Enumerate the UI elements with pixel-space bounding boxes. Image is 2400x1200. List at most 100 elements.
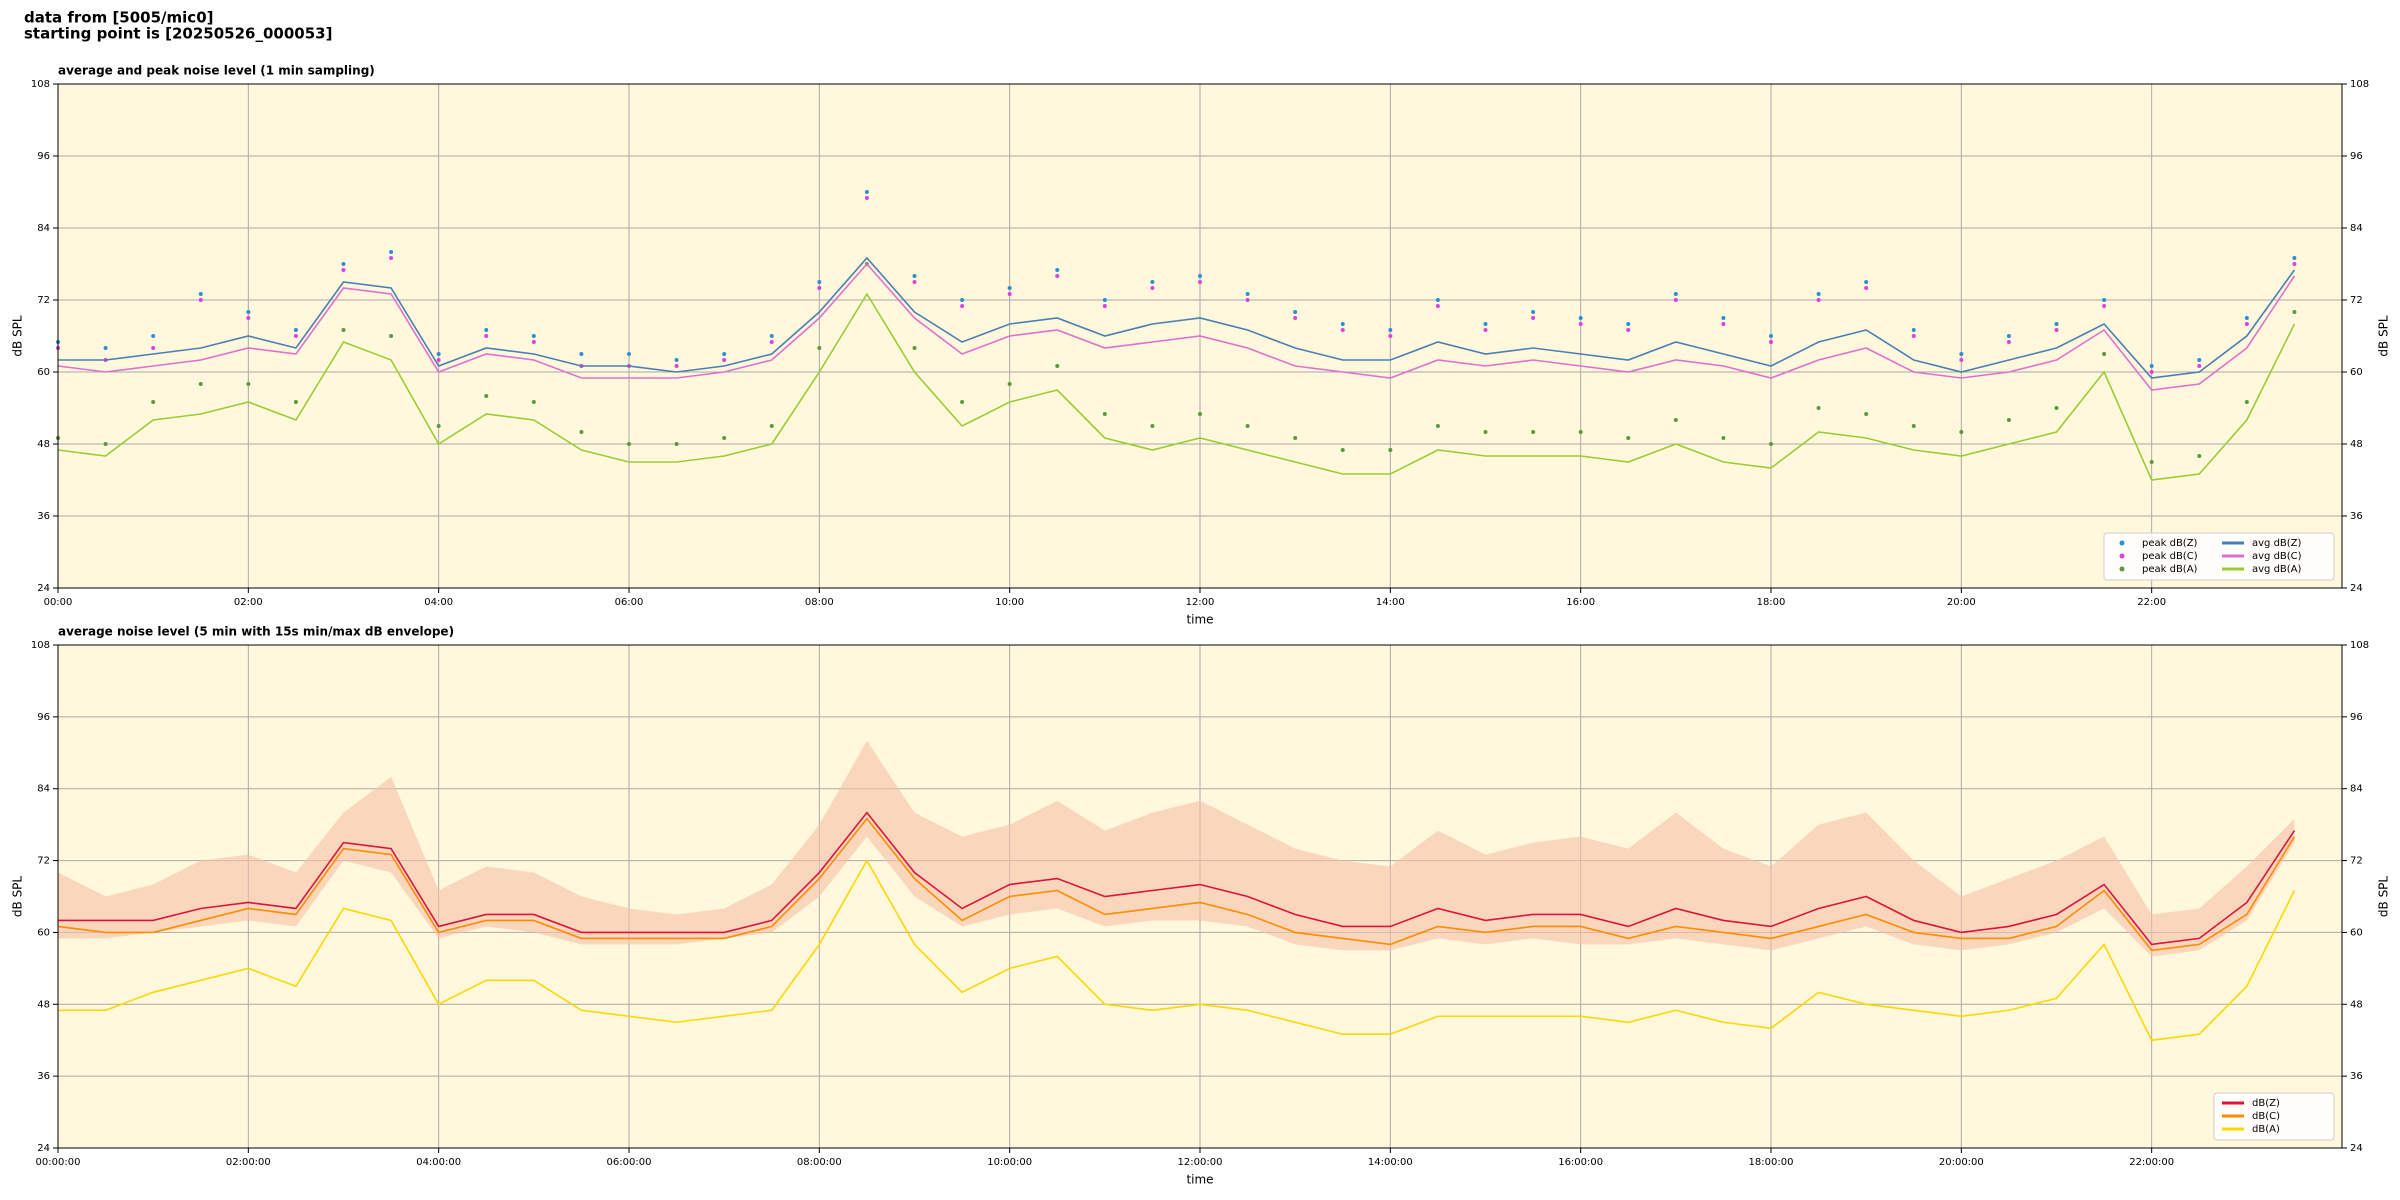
peak-point bbox=[436, 352, 441, 356]
peak-point bbox=[246, 382, 251, 386]
peak-point bbox=[1673, 298, 1678, 302]
peak-point bbox=[1102, 412, 1107, 416]
y-tick-label: 60 bbox=[37, 367, 50, 378]
x-tick-label: 12:00 bbox=[1186, 597, 1215, 608]
peak-point bbox=[1055, 274, 1060, 278]
peak-point bbox=[1864, 286, 1869, 290]
peak-point bbox=[1007, 286, 1012, 290]
peak-point bbox=[1388, 448, 1393, 452]
series-line bbox=[58, 858, 2296, 1042]
peak-point bbox=[341, 328, 346, 332]
peak-point bbox=[2102, 304, 2107, 308]
peak-point bbox=[531, 400, 536, 404]
y-tick-label: 84 bbox=[37, 223, 50, 234]
peak-point bbox=[769, 424, 774, 428]
peak-point bbox=[722, 358, 727, 362]
peak-point bbox=[1340, 328, 1345, 332]
y-tick-label: 72 bbox=[2350, 856, 2363, 867]
peak-point bbox=[1388, 328, 1393, 332]
peak-point bbox=[246, 310, 251, 314]
y-tick-label: 36 bbox=[37, 1071, 50, 1082]
peak-point bbox=[1198, 274, 1202, 278]
legend-marker bbox=[2119, 553, 2125, 559]
peak-point bbox=[1816, 298, 1821, 302]
peak-point bbox=[2006, 418, 2011, 422]
y-tick-label: 60 bbox=[2350, 927, 2363, 938]
x-tick-label: 14:00:00 bbox=[1368, 1157, 1413, 1168]
peak-point bbox=[960, 298, 965, 302]
peak-point bbox=[1435, 298, 1440, 302]
legend-marker bbox=[2119, 566, 2125, 572]
peak-point bbox=[2149, 370, 2154, 374]
x-tick-label: 02:00 bbox=[234, 597, 263, 608]
legend-label: avg dB(Z) bbox=[2252, 538, 2302, 549]
peak-point bbox=[2197, 358, 2202, 362]
legend-box bbox=[2103, 532, 2335, 581]
peak-point bbox=[1578, 316, 1583, 320]
legend-marker bbox=[2119, 540, 2125, 546]
peak-point bbox=[674, 442, 679, 446]
y-tick-label: 48 bbox=[37, 439, 50, 450]
peak-point bbox=[2292, 256, 2297, 260]
peak-point bbox=[484, 334, 489, 338]
plot-frame bbox=[57, 83, 2343, 589]
series-line bbox=[57, 292, 2296, 481]
peak-point bbox=[1531, 316, 1536, 320]
peak-point bbox=[1435, 304, 1440, 308]
x-tick-label: 14:00 bbox=[1376, 597, 1405, 608]
peak-point bbox=[1055, 268, 1060, 272]
x-tick-label: 08:00 bbox=[805, 597, 834, 608]
peak-point bbox=[2006, 334, 2011, 338]
peak-point bbox=[1959, 358, 1964, 362]
series-line bbox=[58, 811, 2296, 946]
peak-point bbox=[2244, 322, 2249, 326]
y-tick-label: 60 bbox=[2350, 367, 2363, 378]
peak-point bbox=[1721, 316, 1726, 320]
peak-point bbox=[1483, 430, 1488, 434]
y-tick-label: 84 bbox=[2350, 784, 2363, 795]
envelope-area bbox=[58, 740, 2295, 957]
peak-point bbox=[1102, 304, 1107, 308]
peak-point bbox=[674, 358, 679, 362]
peak-point bbox=[1816, 292, 1821, 296]
peak-point bbox=[864, 196, 869, 200]
peak-point bbox=[2292, 310, 2297, 314]
y-tick-label: 24 bbox=[37, 583, 50, 594]
peak-point bbox=[1721, 436, 1726, 440]
peak-point bbox=[722, 436, 727, 440]
y-tick-label: 60 bbox=[37, 927, 50, 938]
peak-point bbox=[2292, 262, 2297, 266]
peak-point bbox=[1198, 280, 1202, 284]
y-tick-label: 108 bbox=[2350, 79, 2369, 90]
peak-point bbox=[769, 340, 774, 344]
y-tick-label: 72 bbox=[37, 295, 50, 306]
peak-point bbox=[1245, 292, 1250, 296]
peak-point bbox=[2149, 364, 2154, 368]
x-tick-label: 22:00 bbox=[2137, 597, 2166, 608]
peak-point bbox=[293, 334, 298, 338]
peak-point bbox=[1911, 334, 1916, 338]
x-tick-label: 06:00 bbox=[615, 597, 644, 608]
peak-point bbox=[1626, 436, 1631, 440]
legend-label: avg dB(C) bbox=[2252, 551, 2302, 562]
peak-point bbox=[1293, 316, 1298, 320]
peak-point bbox=[293, 400, 298, 404]
x-tick-label: 12:00:00 bbox=[1178, 1157, 1223, 1168]
x-axis-label: time bbox=[1186, 1173, 1213, 1187]
y-tick-label: 84 bbox=[2350, 223, 2363, 234]
peak-point bbox=[1816, 406, 1821, 410]
peak-point bbox=[2054, 322, 2059, 326]
peak-point bbox=[912, 346, 917, 350]
legend-label: dB(Z) bbox=[2252, 1098, 2280, 1109]
peak-point bbox=[2197, 364, 2202, 368]
peak-point bbox=[151, 334, 156, 338]
legend-label: peak dB(C) bbox=[2142, 551, 2198, 562]
peak-point bbox=[1150, 424, 1155, 428]
peak-point bbox=[960, 400, 965, 404]
peak-point bbox=[769, 334, 774, 338]
y-axis-label: dB SPL bbox=[11, 315, 25, 357]
peak-point bbox=[389, 256, 394, 260]
peak-point bbox=[1626, 322, 1631, 326]
y-axis-label: dB SPL bbox=[2377, 315, 2391, 357]
peak-point bbox=[1340, 448, 1345, 452]
